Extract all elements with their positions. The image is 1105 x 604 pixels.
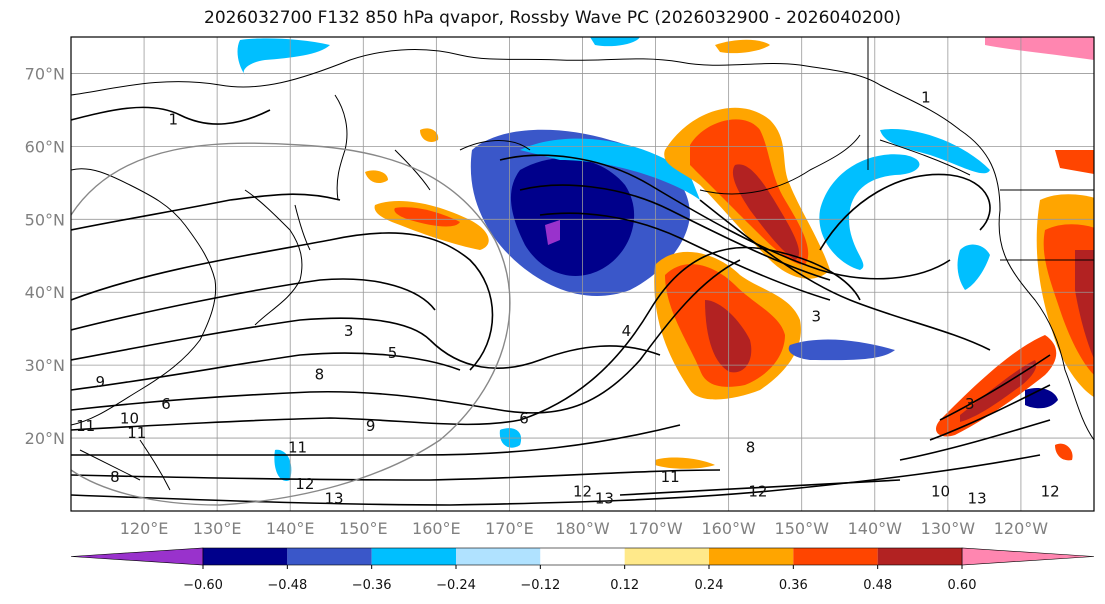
contour-label: 1 [921, 89, 931, 107]
negative-anomaly-core [510, 158, 635, 276]
contour-label: 13 [595, 490, 614, 508]
colorbar-bin [456, 548, 541, 565]
reference-arc [71, 142, 511, 506]
contour-label: 5 [388, 344, 398, 362]
longitude-tick-label: 140°E [266, 519, 315, 538]
longitude-tick-label: 170°E [485, 519, 534, 538]
latitude-labels: 20°N 30°N 40°N 50°N 60°N 70°N [25, 64, 65, 448]
colorbar-tick-label: −0.24 [436, 578, 476, 593]
contour-label: 10 [120, 409, 139, 427]
colorbar-bin [793, 548, 878, 565]
contour-label: 12 [573, 482, 592, 500]
contour-label: 8 [110, 468, 120, 486]
colorbar-tick-label: −0.48 [267, 578, 307, 593]
longitude-tick-label: 170°W [628, 519, 683, 538]
latitude-tick-label: 70°N [25, 64, 65, 83]
contour-label: 8 [746, 439, 756, 457]
contour-label: 3 [812, 307, 822, 325]
map-title: 2026032700 F132 850 hPa qvapor, Rossby W… [204, 8, 901, 28]
positive-anomaly-max [732, 164, 800, 260]
longitude-tick-label: 120°W [994, 519, 1049, 538]
colorbar-extend-max [961, 547, 1095, 566]
contour-label: 12 [748, 482, 767, 500]
contour-label: 12 [1041, 482, 1060, 500]
colorbar-tick-label: 0.36 [779, 578, 808, 593]
positive-anomaly-max [1075, 250, 1094, 359]
longitude-tick-label: 130°W [921, 519, 976, 538]
colorbar-tick-labels: −0.60 −0.48 −0.36 −0.24 −0.12 0.12 0.24 0.36 0.4… [183, 565, 976, 593]
positive-anomaly-region [655, 457, 715, 469]
negative-anomaly-region [237, 38, 330, 75]
colorbar-outline [202, 547, 963, 566]
colorbar-bin [371, 548, 456, 565]
longitude-tick-label: 180°W [555, 519, 610, 538]
contour-label: 11 [76, 417, 95, 435]
colorbar-bin [877, 548, 962, 565]
longitude-labels: 120°E 130°E 140°E 150°E 160°E 170°E 180°W 170°W… [120, 519, 1049, 538]
qvapor-contours [71, 106, 1051, 506]
negative-anomaly-region [957, 244, 990, 290]
colorbar-bin [624, 548, 709, 565]
contour-label: 4 [622, 322, 632, 340]
positive-anomaly-core [394, 207, 460, 227]
contour-label: 11 [127, 424, 146, 442]
colorbar-bin [203, 548, 288, 565]
contour-label: 11 [288, 439, 307, 457]
latitude-tick-label: 40°N [25, 283, 65, 302]
colorbar-tick-label: 0.24 [695, 578, 724, 593]
longitude-tick-label: 160°E [412, 519, 461, 538]
colorbar-tick-label: 0.60 [948, 578, 977, 593]
contour-label: 9 [95, 373, 105, 391]
contour-label: 9 [366, 417, 376, 435]
positive-anomaly-region [420, 128, 439, 142]
map-frame [70, 36, 1095, 512]
longitude-tick-label: 150°W [775, 519, 830, 538]
negative-anomaly-region [590, 37, 640, 47]
contour-label: 6 [519, 409, 529, 427]
positive-anomaly-region [985, 37, 1094, 60]
contour-label: 8 [315, 366, 325, 384]
latitude-tick-label: 60°N [25, 137, 65, 156]
negative-anomaly-purple [545, 220, 560, 245]
negative-anomaly-region [274, 449, 292, 481]
coastlines [71, 37, 1094, 491]
latitude-tick-label: 30°N [25, 356, 65, 375]
negative-anomaly-region [819, 154, 920, 270]
contour-label: 12 [295, 475, 314, 493]
positive-anomaly-max [705, 300, 752, 373]
colorbar-tick-label: 0.48 [863, 578, 892, 593]
negative-anomaly-region [788, 339, 895, 361]
colorbar-bin [287, 548, 372, 565]
longitude-tick-label: 140°W [848, 519, 903, 538]
colorbar-tick-label: −0.36 [352, 578, 392, 593]
negative-anomaly-region [880, 129, 990, 174]
contour-label: 13 [968, 490, 987, 508]
longitude-tick-label: 120°E [120, 519, 169, 538]
positive-anomaly-pink [1055, 150, 1094, 174]
positive-anomaly-region [1055, 443, 1073, 461]
contour-label: 13 [325, 490, 344, 508]
contour-label: 3 [965, 395, 975, 413]
colorbar-bin [540, 548, 625, 565]
colorbar-extend-min [70, 547, 204, 566]
contour-label: 3 [344, 322, 354, 340]
negative-anomaly-edge [520, 138, 700, 200]
contour-label: 6 [161, 395, 171, 413]
longitude-tick-label: 160°W [701, 519, 756, 538]
colorbar-tick-label: −0.60 [183, 578, 223, 593]
latitude-tick-label: 20°N [25, 429, 65, 448]
positive-anomaly-region [365, 170, 388, 184]
colorbar-bin [709, 548, 794, 565]
colorbar-tick-label: 0.12 [610, 578, 639, 593]
contour-label: 10 [931, 482, 950, 500]
longitude-tick-label: 130°E [193, 519, 242, 538]
colorbar [70, 547, 1095, 566]
colorbar-tick-label: −0.12 [520, 578, 560, 593]
contour-label: 1 [169, 111, 179, 129]
latitude-tick-label: 50°N [25, 210, 65, 229]
longitude-tick-label: 150°E [339, 519, 388, 538]
contour-label: 11 [661, 468, 680, 486]
